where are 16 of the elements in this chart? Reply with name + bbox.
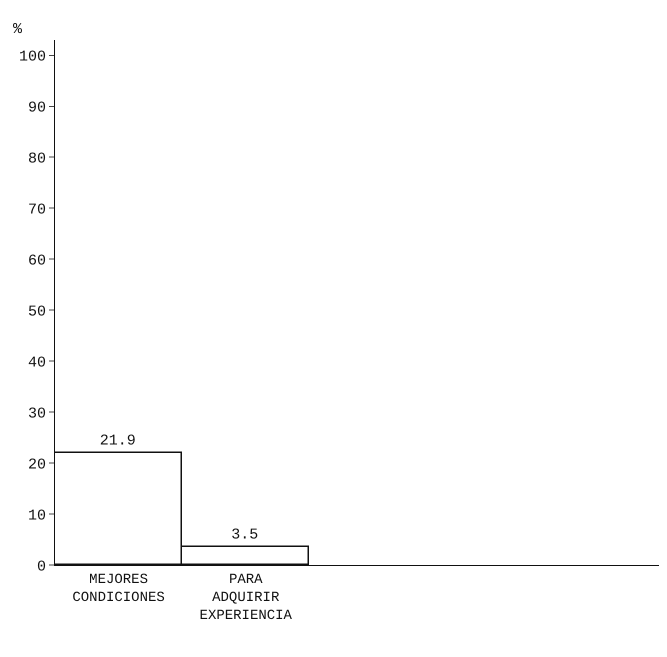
y-tick-label: 60 xyxy=(28,252,46,270)
y-tick-label: 80 xyxy=(28,150,46,168)
x-tick-label: MEJORES CONDICIONES xyxy=(72,572,165,606)
y-tick-label: 20 xyxy=(28,456,46,474)
y-tick-label: 90 xyxy=(28,100,46,117)
y-tick-label: 0 xyxy=(36,558,46,576)
x-tick-label: PARA ADQUIRIR EXPERIENCIA xyxy=(200,572,293,624)
y-tick-label: 40 xyxy=(28,354,46,372)
data-label: 21.9 xyxy=(100,432,136,450)
y-tick-label: 10 xyxy=(28,507,46,524)
y-tick-label: 30 xyxy=(28,405,46,422)
y-tick-label: 100 xyxy=(18,48,46,66)
y-axis-title: % xyxy=(13,21,23,38)
y-tick-label: 50 xyxy=(28,303,46,320)
data-label: 3.5 xyxy=(231,526,258,544)
y-tick-label: 70 xyxy=(28,201,46,218)
